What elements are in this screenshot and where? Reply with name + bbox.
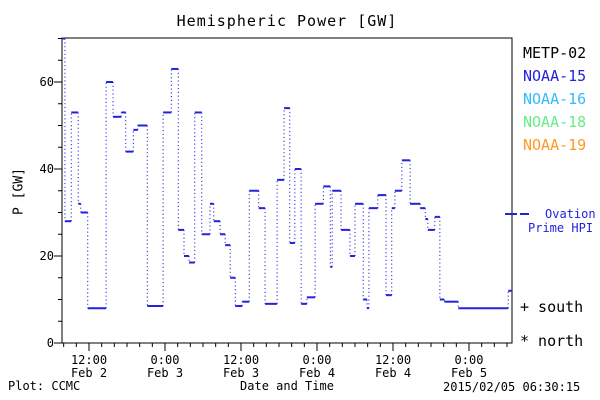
ovation-legend-line1: Ovation: [545, 207, 596, 221]
y-tick-label: 20: [40, 249, 54, 263]
legend-item-noaa-19: NOAA-19: [523, 136, 587, 154]
x-tick-date-label: Feb 5: [451, 366, 487, 380]
x-tick-date-label: Feb 4: [375, 366, 411, 380]
y-tick-label: 60: [40, 75, 54, 89]
plot-frame: [61, 37, 513, 344]
x-tick-time-label: 12:00: [71, 353, 107, 367]
legend-item-metp-02: METP-02: [523, 44, 587, 62]
x-axis-label: Date and Time: [240, 379, 334, 393]
x-tick-date-label: Feb 4: [299, 366, 335, 380]
plot-timestamp: 2015/02/05 06:30:15: [443, 380, 581, 394]
x-tick-date-label: Feb 2: [71, 366, 107, 380]
x-tick-date-label: Feb 3: [147, 366, 183, 380]
x-tick-time-label: 0:00: [303, 353, 332, 367]
north-marker-label: * north: [520, 332, 584, 350]
ovation-line-sample-icon: [505, 213, 517, 215]
south-marker-label: + south: [520, 298, 584, 316]
ovation-line-sample-icon: [520, 213, 529, 215]
x-tick-date-label: Feb 3: [223, 366, 259, 380]
plot-title: Hemispheric Power [GW]: [176, 12, 398, 30]
legend-item-noaa-15: NOAA-15: [523, 67, 587, 85]
x-tick-time-label: 12:00: [375, 353, 411, 367]
y-tick-label: 40: [40, 162, 54, 176]
satellite-legend: METP-02 NOAA-15 NOAA-16 NOAA-18 NOAA-19: [523, 42, 586, 157]
x-tick-time-label: 12:00: [223, 353, 259, 367]
x-tick-time-label: 0:00: [151, 353, 180, 367]
legend-item-noaa-18: NOAA-18: [523, 113, 587, 131]
y-tick-label: 0: [47, 336, 54, 350]
ovation-legend-line2: Prime HPI: [528, 221, 594, 235]
plot-credit: Plot: CCMC: [8, 379, 81, 393]
legend-item-noaa-16: NOAA-16: [523, 90, 587, 108]
x-tick-time-label: 0:00: [455, 353, 484, 367]
